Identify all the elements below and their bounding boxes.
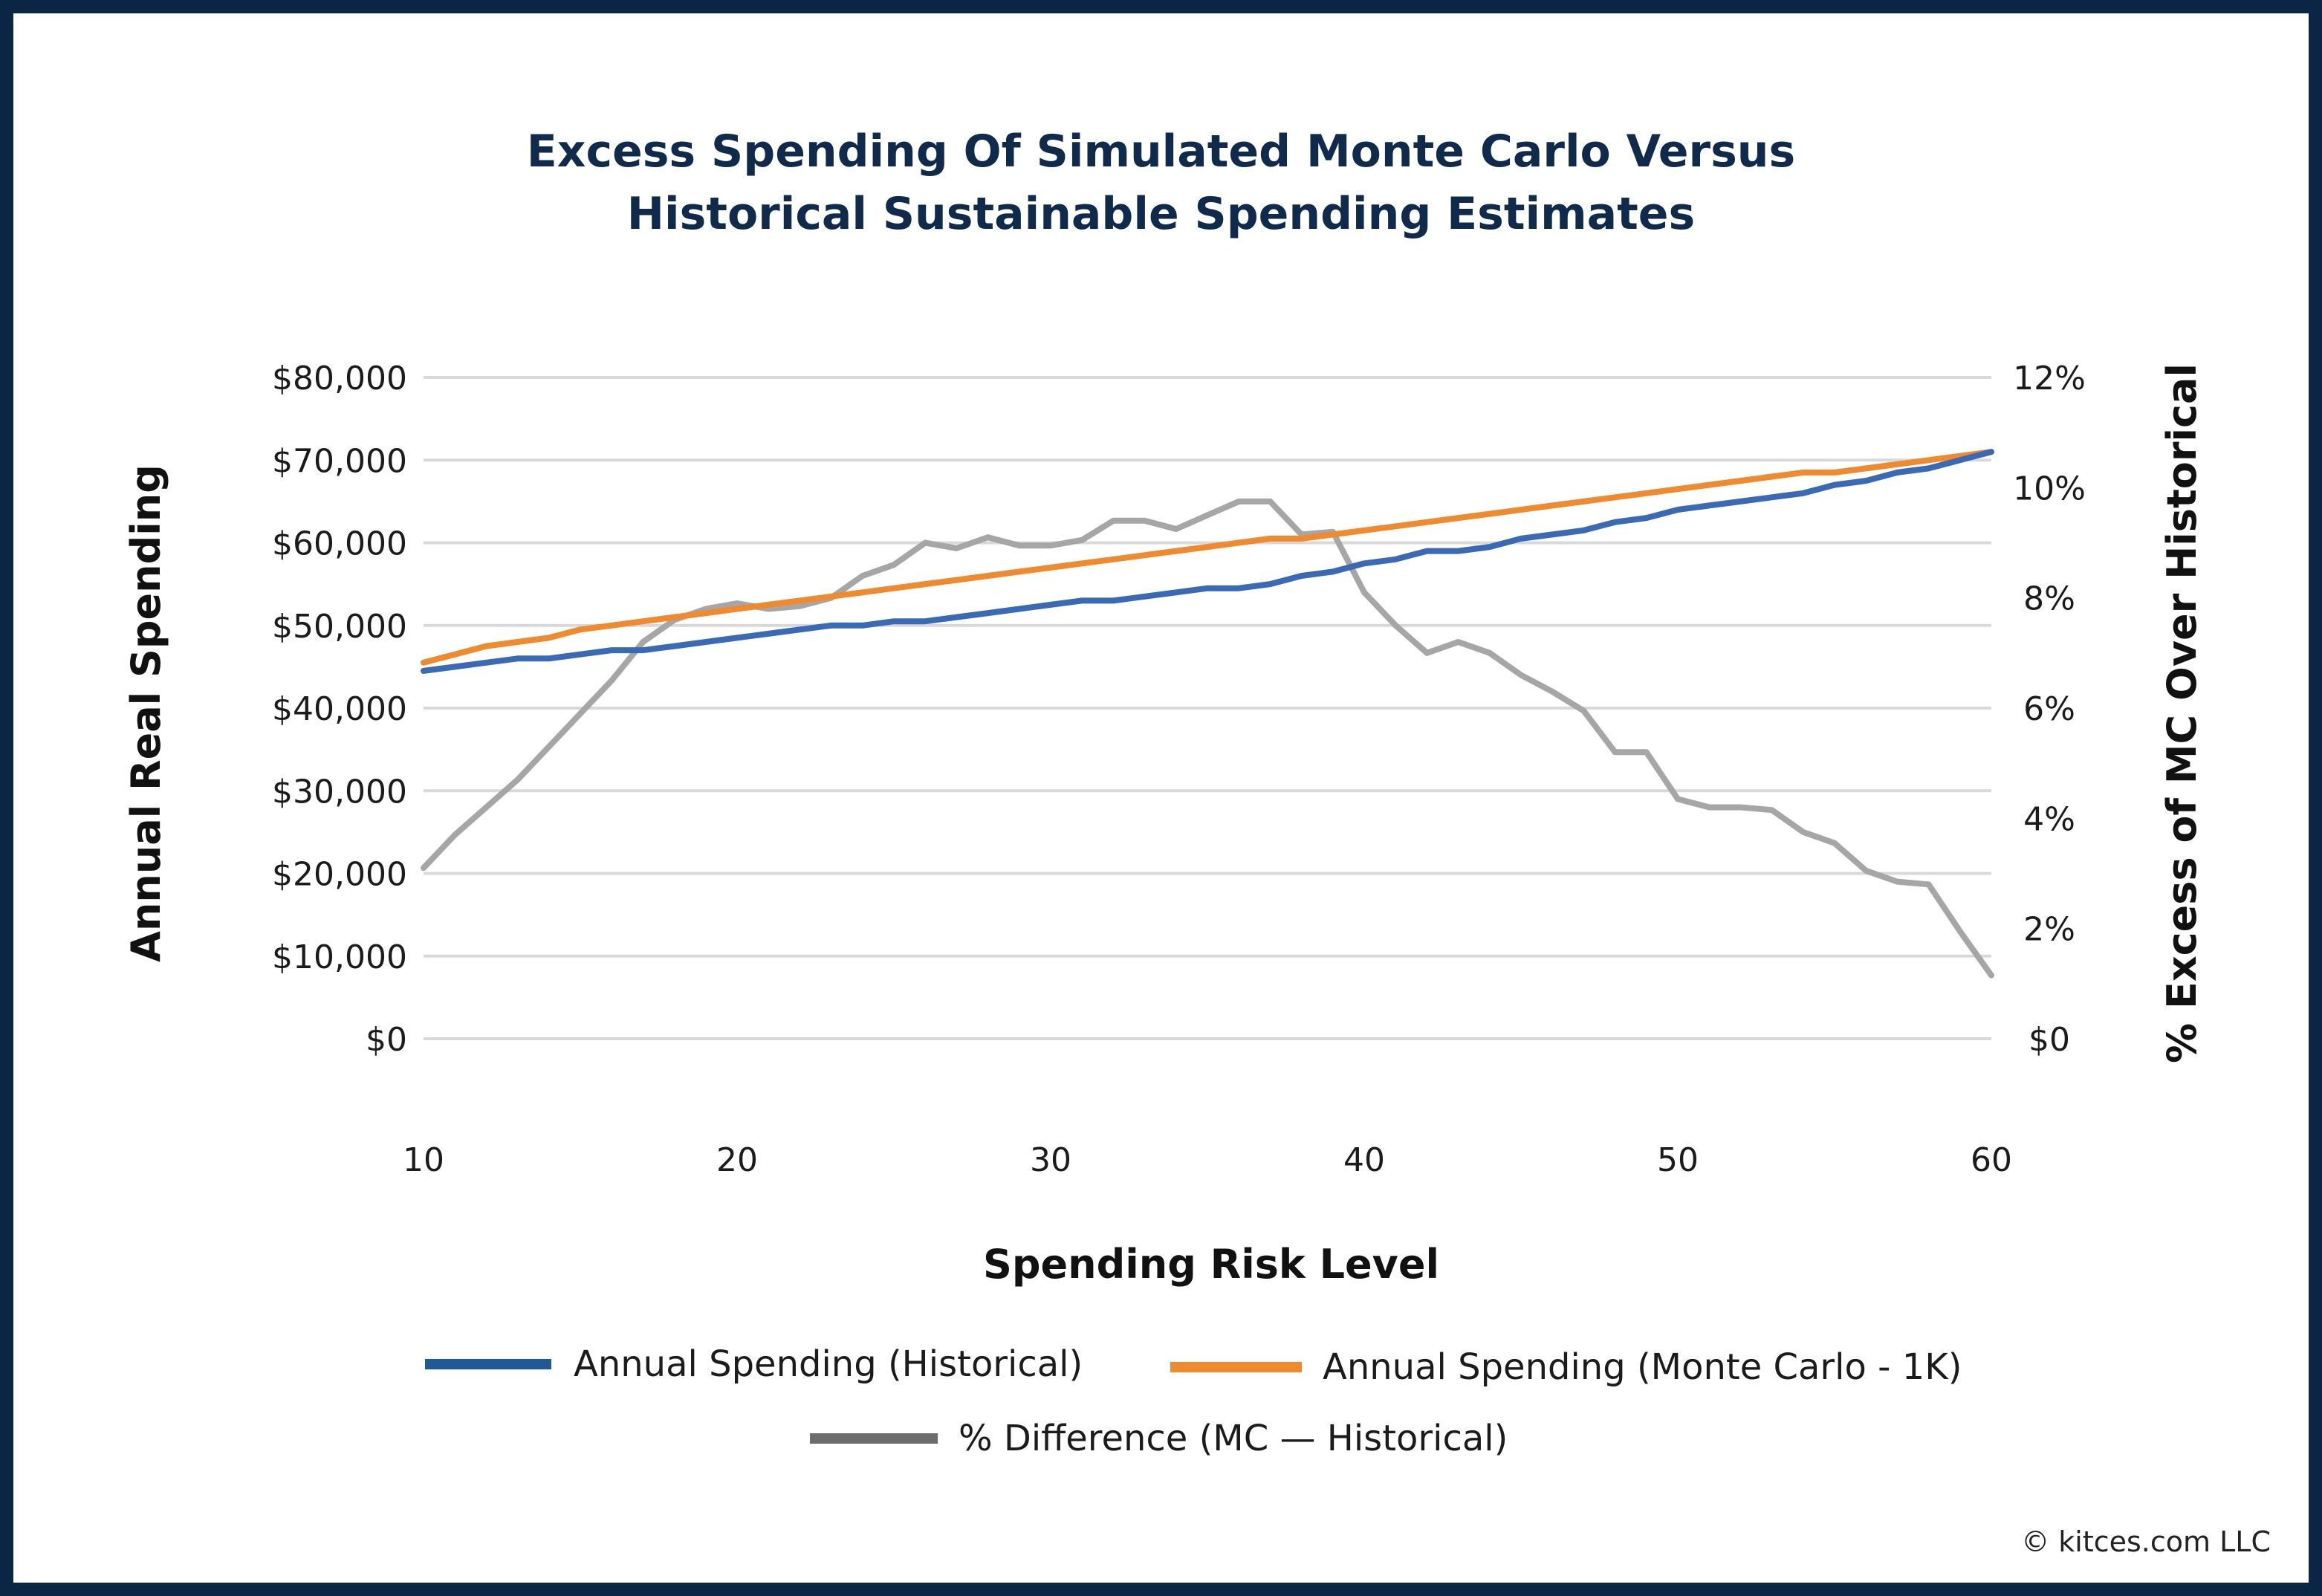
y-tick-label: $40,000: [272, 690, 407, 728]
copyright-credit: © kitces.com LLC: [2021, 1525, 2271, 1558]
y2-tick-label: 8%: [2023, 580, 2075, 618]
x-tick-label: 10: [403, 1141, 444, 1179]
chart-title-line-1: Excess Spending Of Simulated Monte Carlo…: [526, 126, 1796, 178]
y2-tick-label: 10%: [2013, 470, 2086, 507]
x-axis-title: Spending Risk Level: [983, 1241, 1439, 1288]
y-tick-label: $20,000: [272, 856, 407, 894]
legend-label-monte-carlo: Annual Spending (Monte Carlo - 1K): [1323, 1346, 1962, 1388]
x-tick-label: 20: [716, 1141, 758, 1179]
y2-tick-label: $0: [2028, 1021, 2070, 1059]
legend: Annual Spending (Historical) Annual Spen…: [425, 1343, 1962, 1459]
legend-label-difference: % Difference (MC — Historical): [959, 1418, 1508, 1459]
y2-tick-label: 4%: [2023, 800, 2075, 838]
y-tick-label: $0: [366, 1021, 407, 1059]
y2-tick-label: 2%: [2023, 911, 2075, 949]
y-tick-label: $10,000: [272, 938, 407, 976]
x-axis-ticks: 10 20 30 40 50 60: [403, 1141, 2012, 1179]
series-line-difference: [421, 498, 1994, 979]
series-line-historical: [421, 449, 1994, 674]
series-lines: [421, 449, 1994, 979]
right-axis-ticks: $0 2% 4% 6% 8% 10% 12%: [2013, 360, 2086, 1059]
y2-tick-label: 12%: [2013, 360, 2086, 398]
y-axis-title: Annual Real Spending: [123, 464, 169, 962]
y-tick-label: $50,000: [272, 608, 407, 646]
chart-title-line-2: Historical Sustainable Spending Estimate…: [626, 188, 1696, 240]
y2-axis-title: % Excess of MC Over Historical: [2159, 363, 2205, 1063]
legend-label-historical: Annual Spending (Historical): [574, 1343, 1083, 1385]
x-tick-label: 50: [1657, 1141, 1699, 1179]
left-axis-ticks: $0 $10,000 $20,000 $30,000 $40,000 $50,000 $60…: [272, 360, 407, 1059]
gridlines: [424, 376, 1991, 1040]
y-tick-label: $30,000: [272, 773, 407, 811]
y-tick-label: $80,000: [272, 360, 407, 398]
y2-tick-label: 6%: [2023, 690, 2075, 728]
chart-title: Excess Spending Of Simulated Monte Carlo…: [0, 120, 2322, 245]
x-tick-label: 30: [1030, 1141, 1071, 1179]
y-tick-label: $60,000: [272, 525, 407, 563]
y-tick-label: $70,000: [272, 442, 407, 480]
series-line-monte-carlo: [421, 449, 1994, 666]
x-tick-label: 60: [1971, 1141, 2012, 1179]
x-tick-label: 40: [1343, 1141, 1385, 1179]
